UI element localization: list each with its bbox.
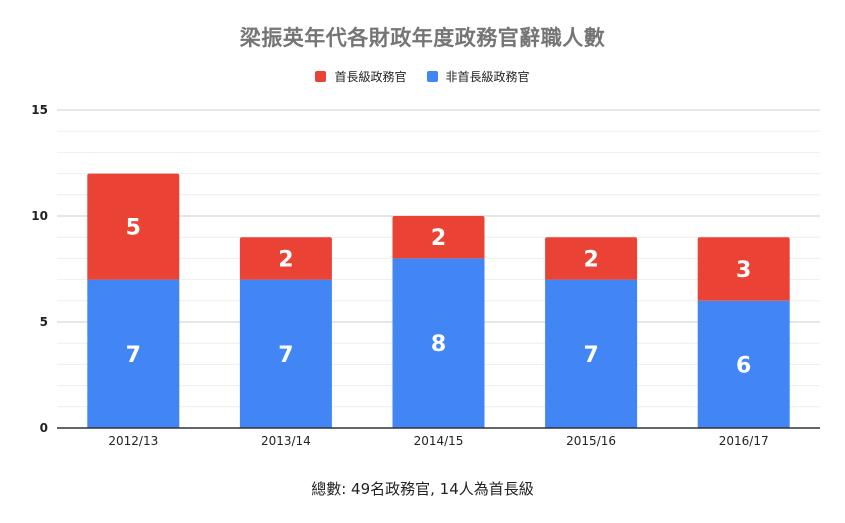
data-label: 2 [583, 247, 598, 272]
x-tick-label: 2013/14 [261, 434, 311, 448]
data-label: 2 [278, 247, 293, 272]
data-label: 3 [736, 258, 751, 283]
legend-item: 首長級政務官 [315, 68, 407, 85]
data-label: 7 [126, 343, 141, 368]
y-tick-label: 0 [40, 421, 48, 435]
footnote: 總數: 49名政務官, 14人為首長級 [311, 480, 534, 498]
data-label: 7 [583, 343, 598, 368]
y-tick-label: 5 [40, 315, 48, 329]
legend-item: 非首長級政務官 [426, 68, 530, 85]
data-label: 8 [431, 332, 446, 357]
x-tick-label: 2014/15 [414, 434, 464, 448]
legend: 首長級政務官 非首長級政務官 [0, 68, 845, 85]
y-tick-label: 15 [31, 103, 48, 117]
bar-segment [697, 300, 790, 428]
bar-segment [239, 279, 332, 428]
bar-segment [239, 237, 332, 280]
bar-segment [87, 279, 180, 428]
bar-segment [545, 237, 638, 280]
bar-segment [545, 279, 638, 428]
bar-segment [392, 258, 485, 428]
legend-label: 首長級政務官 [334, 70, 407, 84]
bar-segment [697, 237, 790, 301]
bar-segment [392, 216, 485, 259]
legend-label: 非首長級政務官 [445, 70, 530, 84]
legend-swatch [315, 71, 327, 82]
y-tick-label: 10 [31, 209, 48, 223]
x-tick-label: 2012/13 [108, 434, 158, 448]
bar-segment [87, 173, 180, 280]
data-label: 6 [736, 353, 751, 378]
chart-title: 梁振英年代各財政年度政務官辭職人數 [239, 26, 606, 50]
x-tick-label: 2016/17 [719, 434, 769, 448]
data-label: 7 [278, 343, 293, 368]
data-label: 2 [431, 226, 446, 251]
legend-swatch [426, 71, 438, 82]
x-tick-label: 2015/16 [566, 434, 616, 448]
data-label: 5 [126, 216, 141, 241]
